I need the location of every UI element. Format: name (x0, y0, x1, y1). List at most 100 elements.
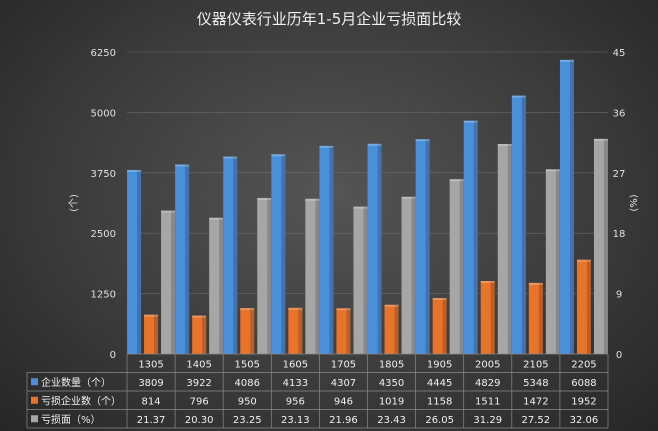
bar-loss-rate (449, 179, 464, 354)
legend-label: 亏损面（%） (41, 413, 101, 426)
x-tick-label: 1405 (186, 359, 211, 370)
bar-highlight (223, 156, 238, 159)
x-tick-label: 1705 (331, 359, 356, 370)
data-label: 1019 (379, 396, 404, 407)
bar-loss-rate (209, 217, 224, 354)
legend-swatch (31, 396, 38, 404)
bar-highlight (305, 198, 320, 201)
data-label: 1952 (571, 396, 596, 407)
data-label: 23.43 (377, 415, 406, 426)
bar-enterprises (463, 120, 478, 354)
bar-shade (586, 259, 591, 354)
x-tick-label: 2005 (475, 359, 500, 370)
bar-loss-enterprises (480, 280, 495, 354)
bar-loss-rate (305, 198, 320, 354)
bar-highlight (545, 169, 560, 172)
bar-shade (363, 206, 368, 354)
bar-shade (490, 280, 495, 354)
bar-loss-enterprises (288, 307, 303, 354)
bar-loss-rate (545, 169, 560, 354)
bar-loss-enterprises (528, 282, 543, 354)
bar-highlight (127, 169, 142, 172)
x-tick-label: 1305 (138, 359, 163, 370)
bar-loss-rate (497, 144, 512, 354)
bar-highlight (401, 196, 416, 199)
data-label: 23.13 (281, 415, 310, 426)
bar-highlight (511, 95, 526, 98)
bar-loss-rate (257, 197, 272, 354)
data-label: 4133 (283, 378, 308, 389)
bar-highlight (593, 138, 608, 141)
bar-loss-enterprises (192, 315, 207, 354)
bar-enterprises (367, 143, 382, 354)
y-left-tick-label: 0 (110, 350, 116, 361)
data-label: 21.37 (137, 415, 166, 426)
data-label: 21.96 (329, 415, 358, 426)
bar-shade (219, 217, 224, 354)
data-label: 946 (334, 396, 353, 407)
bar-highlight (367, 143, 382, 146)
bar-highlight (319, 145, 334, 148)
y-right-axis-label: (%) (629, 194, 640, 211)
bar-shade (315, 198, 320, 354)
bar-highlight (271, 154, 286, 157)
bar-highlight (432, 298, 447, 301)
bar-shade (555, 169, 560, 354)
y-left-axis-label: (个) (68, 194, 80, 212)
bar-shade (377, 143, 382, 354)
legend-swatch (31, 415, 38, 423)
bar-highlight (415, 139, 430, 142)
bar-highlight (209, 217, 224, 220)
bar-shade (411, 196, 416, 354)
bar-shade (473, 120, 478, 354)
data-label: 1511 (475, 396, 500, 407)
x-tick-label: 1605 (283, 359, 308, 370)
y-left-tick-label: 5000 (91, 108, 116, 119)
bar-shade (185, 164, 190, 354)
bar-shade (569, 59, 574, 354)
bar-shade (281, 154, 286, 354)
y-right-tick-label: 45 (613, 48, 626, 59)
y-left-tick-label: 1250 (91, 290, 116, 301)
bar-highlight (384, 304, 399, 307)
bar-highlight (144, 314, 159, 317)
data-label: 4086 (235, 378, 260, 389)
bar-highlight (449, 179, 464, 182)
bar-highlight (257, 197, 272, 200)
bar-highlight (175, 164, 190, 167)
bar-highlight (240, 308, 255, 311)
y-right-tick-label: 36 (613, 108, 626, 119)
bar-enterprises (319, 145, 334, 354)
data-label: 4350 (379, 378, 404, 389)
bar-shade (603, 138, 608, 354)
bar-highlight (559, 59, 574, 62)
bar-highlight (192, 315, 207, 318)
bar-loss-rate (401, 196, 416, 354)
data-label: 26.05 (425, 415, 454, 426)
bar-shade (250, 308, 255, 354)
x-tick-label: 1805 (379, 359, 404, 370)
bar-enterprises (511, 95, 526, 354)
legend-label: 企业数量（个） (41, 376, 111, 389)
y-right-tick-label: 0 (616, 350, 622, 361)
x-tick-label: 1905 (427, 359, 452, 370)
bar-highlight (528, 282, 543, 285)
bar-enterprises (271, 154, 286, 354)
y-left-tick-label: 3750 (91, 169, 116, 180)
bar-enterprises (415, 139, 430, 354)
data-label: 3922 (186, 378, 211, 389)
bar-loss-enterprises (144, 314, 159, 354)
bar-shade (507, 144, 512, 354)
data-label: 23.25 (233, 415, 262, 426)
data-label: 5348 (523, 378, 548, 389)
bar-shade (202, 315, 207, 354)
data-label: 20.30 (185, 415, 214, 426)
bar-loss-enterprises (576, 259, 591, 354)
x-tick-label: 1505 (235, 359, 260, 370)
legend-swatch (31, 378, 38, 386)
bar-loss-rate (353, 206, 368, 354)
bar-shade (154, 314, 159, 354)
y-left-tick-label: 2500 (91, 229, 116, 240)
